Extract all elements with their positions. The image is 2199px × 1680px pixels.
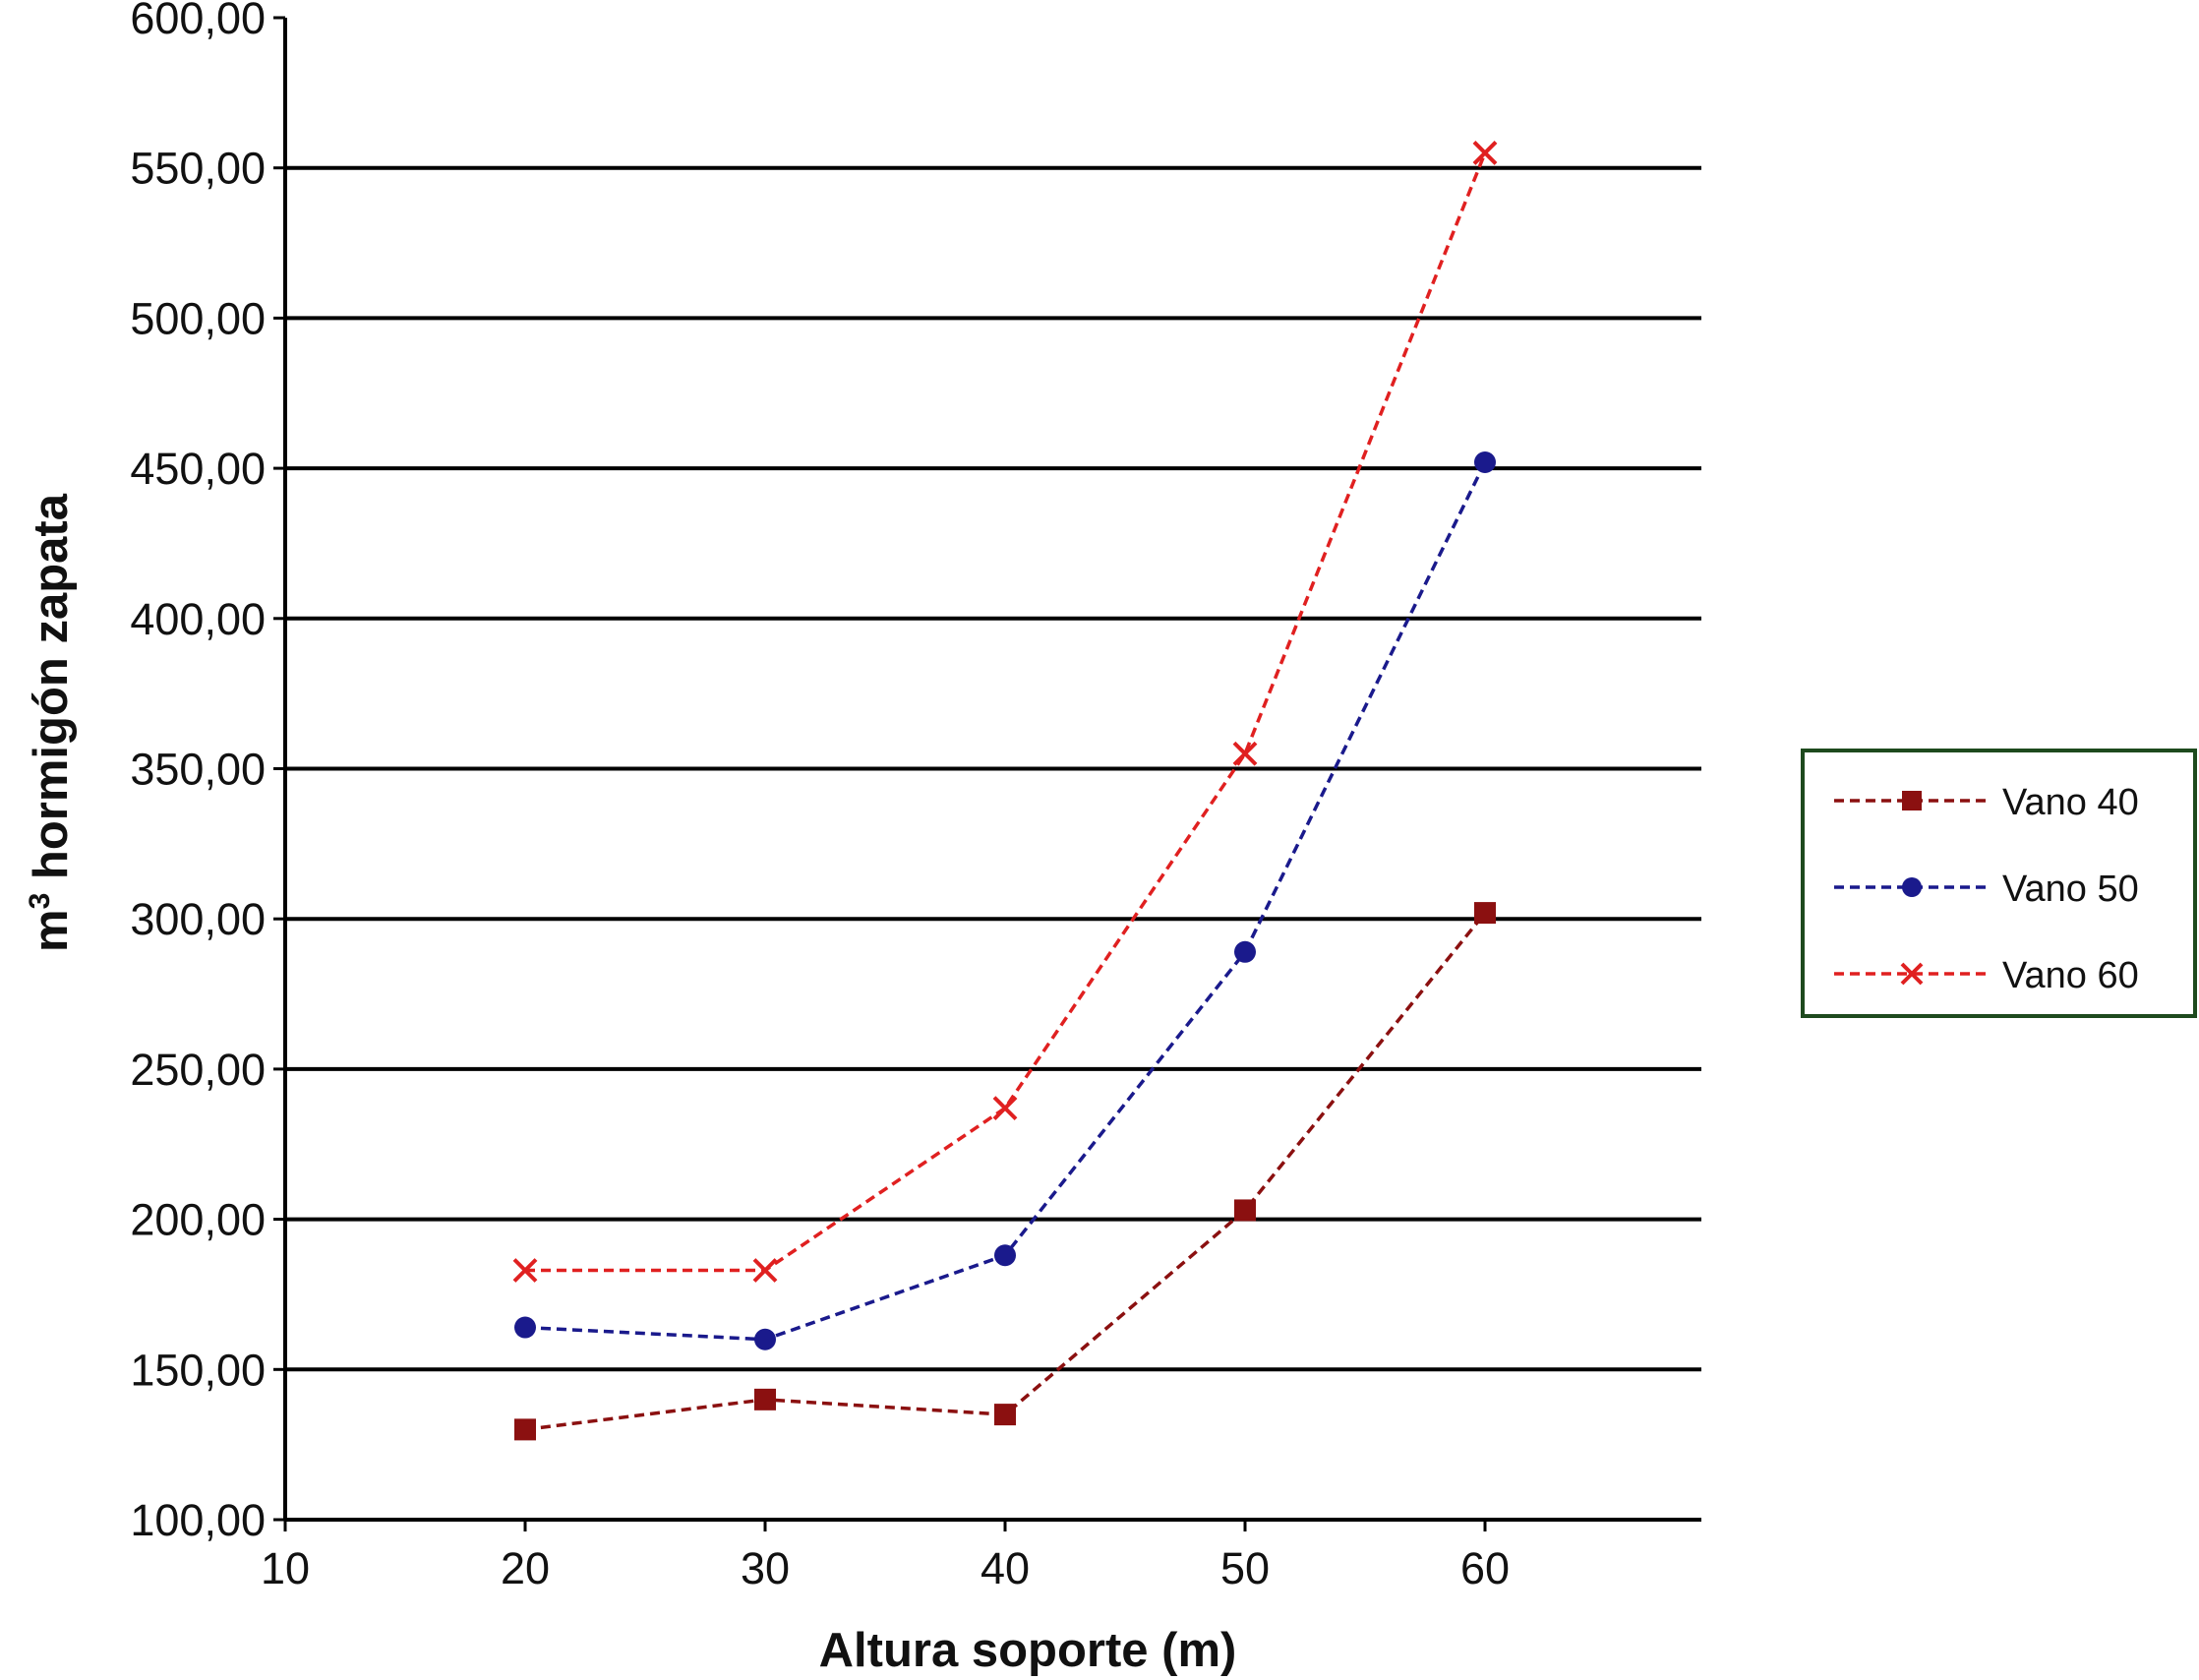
- data-point-square: [514, 1418, 536, 1441]
- y-tick-label: 500,00: [130, 293, 266, 343]
- x-axis-title: Altura soporte (m): [819, 1624, 1237, 1677]
- y-axis-title-exponent: 3: [24, 893, 56, 910]
- y-tick-labels: 100,00 150,00 200,00 250,00 300,00 350,00 400,…: [130, 0, 266, 1545]
- legend-label: Vano 50: [2002, 869, 2139, 910]
- axes: [283, 18, 1701, 1531]
- y-tick-label: 100,00: [130, 1495, 266, 1545]
- series-line: [524, 461, 1487, 1342]
- data-point-circle: [754, 1328, 776, 1350]
- data-point-square: [1902, 791, 1922, 810]
- gridlines: [273, 16, 1701, 1522]
- data-point-x: [512, 1258, 538, 1283]
- data-point-x: [1232, 741, 1258, 766]
- series-line: [524, 911, 1487, 1432]
- legend-entry: Vano 60: [1834, 955, 2139, 996]
- data-point-x: [752, 1258, 778, 1283]
- y-tick-label: 250,00: [130, 1045, 266, 1095]
- x-tick-label: 20: [501, 1543, 550, 1593]
- data-point-circle: [1474, 450, 1496, 473]
- x-tick-label: 40: [981, 1543, 1030, 1593]
- legend-label: Vano 60: [2002, 955, 2139, 996]
- data-point-circle: [1234, 940, 1256, 963]
- y-tick-label: 600,00: [130, 0, 266, 43]
- y-axis-title: m3 hormigón zapata: [24, 493, 78, 952]
- y-tick-label: 350,00: [130, 745, 266, 795]
- series-line: [525, 151, 1487, 1273]
- series-lines: [512, 141, 1498, 1441]
- data-point-circle: [994, 1244, 1016, 1267]
- data-point-x: [1472, 141, 1498, 165]
- data-point-square: [754, 1388, 776, 1410]
- y-axis-title-text: hormigón zapata: [25, 493, 78, 892]
- y-tick-label: 300,00: [130, 894, 266, 944]
- y-tick-label: 150,00: [130, 1345, 266, 1395]
- data-point-square: [1234, 1199, 1256, 1222]
- legend-entry: Vano 50: [1834, 869, 2139, 910]
- series-vano-40: [514, 902, 1496, 1441]
- legend-entry: Vano 40: [1834, 782, 2139, 823]
- x-tick-label: 50: [1220, 1543, 1270, 1593]
- data-point-circle: [1902, 877, 1922, 897]
- data-point-x: [1900, 962, 1924, 986]
- y-axis-title-unit: m: [25, 909, 78, 952]
- data-point-x: [992, 1096, 1018, 1121]
- data-point-square: [1474, 902, 1496, 925]
- y-tick-label: 550,00: [130, 144, 266, 194]
- y-tick-label: 200,00: [130, 1195, 266, 1245]
- y-tick-label: 400,00: [130, 594, 266, 644]
- y-tick-label: 450,00: [130, 444, 266, 494]
- data-point-square: [994, 1404, 1016, 1426]
- series-vano-50: [514, 450, 1496, 1350]
- x-tick-label: 10: [261, 1543, 310, 1593]
- legend: Vano 40 Vano 50 Vano 60: [1801, 749, 2197, 1018]
- legend-box: [1801, 749, 2197, 1018]
- x-tick-label: 30: [741, 1543, 790, 1593]
- legend-label: Vano 40: [2002, 782, 2139, 823]
- series-vano-60: [512, 141, 1498, 1283]
- x-tick-labels: 10 20 30 40 50 60: [261, 1543, 1510, 1593]
- x-tick-label: 60: [1460, 1543, 1510, 1593]
- data-point-circle: [514, 1316, 536, 1339]
